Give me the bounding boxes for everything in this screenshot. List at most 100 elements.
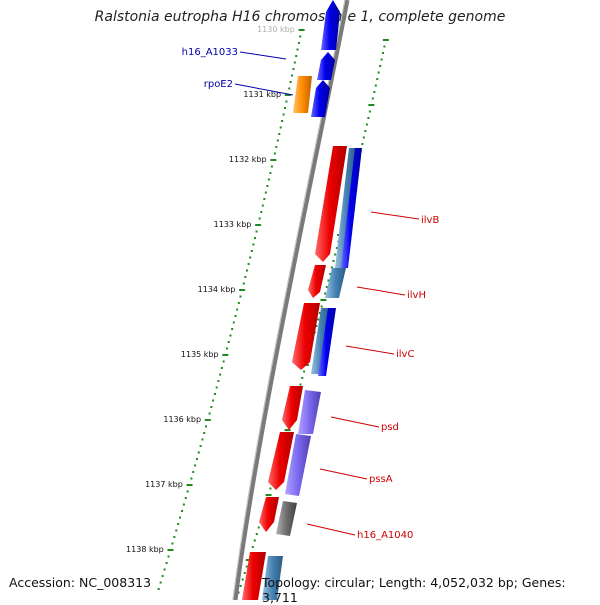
minor-tick [195,458,198,460]
minor-tick [234,315,237,317]
gene-label-leader-line [330,416,380,428]
minor-tick [252,243,255,246]
minor-tick [243,572,246,574]
minor-tick [167,555,170,558]
gene-label-psd[interactable]: psd [381,422,399,433]
minor-tick [325,286,328,288]
gene-bottom-red[interactable] [242,552,266,600]
minor-tick [368,110,371,113]
minor-tick [229,334,232,337]
minor-tick [251,546,254,548]
gene-label-h16_A1033[interactable]: h16_A1033 [182,47,238,58]
gene-label-pssA[interactable]: pssA [369,474,393,485]
gene-label-leader-line [370,211,420,220]
gene-label-h16_A1040[interactable]: h16_A1040 [357,530,413,541]
minor-tick [269,487,272,490]
minor-tick [171,542,174,545]
minor-tick [267,178,270,181]
major-tick [255,224,262,226]
minor-tick [236,308,239,311]
gene-ilvH[interactable] [308,265,326,298]
minor-tick [173,536,176,538]
gene-ilvH-steel[interactable] [325,268,346,298]
gene-features [242,0,362,600]
kbp-label: 1136 kbp [163,415,201,424]
gene-label-ilvH[interactable]: ilvH [407,290,426,301]
gene-pssA[interactable] [268,432,294,490]
minor-tick [261,204,264,207]
minor-tick [245,269,248,272]
minor-tick [241,578,244,581]
minor-tick [297,42,300,44]
gene-bottom-steel[interactable] [262,556,283,600]
gene-ilvC-blue[interactable] [318,308,336,376]
minor-tick [291,74,294,77]
minor-tick [177,523,180,525]
gene-label-ilvC[interactable]: ilvC [396,349,414,360]
minor-tick [205,425,208,428]
minor-tick [279,126,282,129]
gene-ilvC-steel[interactable] [311,308,330,374]
minor-tick [278,133,281,135]
minor-tick [199,445,202,447]
minor-tick [163,568,166,571]
gene-psd-purple[interactable] [298,390,321,434]
gene-label-leader-line [356,286,406,296]
gene-ilvB-blue[interactable] [341,148,362,268]
gene-ilvB[interactable] [315,146,347,262]
gene-h16_A1040-gray[interactable] [276,501,297,536]
gene-label-leader-line [319,468,368,480]
gene-label-ilvB[interactable]: ilvB [421,215,439,226]
minor-tick [239,295,242,298]
minor-tick [330,266,333,269]
kbp-label: 1135 kbp [181,350,219,359]
minor-tick [161,575,164,577]
minor-tick [367,117,370,119]
gene-h16_A1033-upper[interactable] [321,0,340,50]
kbp-label: 1132 kbp [229,155,267,164]
minor-tick [237,591,240,594]
major-tick [320,299,327,301]
minor-tick [203,432,206,434]
minor-tick [332,260,335,262]
minor-tick [255,533,258,535]
minor-tick [365,123,368,126]
gene-pssA-purple[interactable] [285,434,311,496]
minor-tick [334,253,337,256]
minor-tick [226,347,229,350]
minor-tick [317,318,320,321]
minor-tick [264,191,267,194]
minor-tick [282,113,285,116]
minor-tick [320,305,323,308]
minor-tick [257,526,260,529]
gene-h16_A1033[interactable] [317,52,335,80]
gene-h16_A1040[interactable] [259,497,279,532]
minor-tick [215,386,218,389]
gene-ilvC[interactable] [292,303,320,370]
minor-tick [377,71,380,74]
gene-rpoE2[interactable] [311,80,330,117]
minor-tick [269,172,272,174]
minor-tick [165,562,168,564]
kbp-label: 1134 kbp [198,285,236,294]
minor-tick [213,393,216,395]
minor-tick [380,58,383,61]
minor-tick [293,61,296,64]
gene-psd[interactable] [282,386,303,430]
gene-orange[interactable] [293,76,312,113]
minor-tick [210,406,213,408]
major-tick [298,29,305,31]
major-tick [167,549,174,551]
minor-tick [329,273,332,275]
minor-tick [227,341,230,343]
minor-tick [220,367,223,369]
gene-label-rpoE2[interactable]: rpoE2 [204,79,233,90]
minor-tick [296,48,299,51]
minor-tick [258,217,261,220]
minor-tick [184,497,187,499]
genome-backbone [232,0,350,600]
kbp-label: 1131 kbp [243,90,281,99]
minor-tick [299,35,302,38]
major-tick [239,289,246,291]
